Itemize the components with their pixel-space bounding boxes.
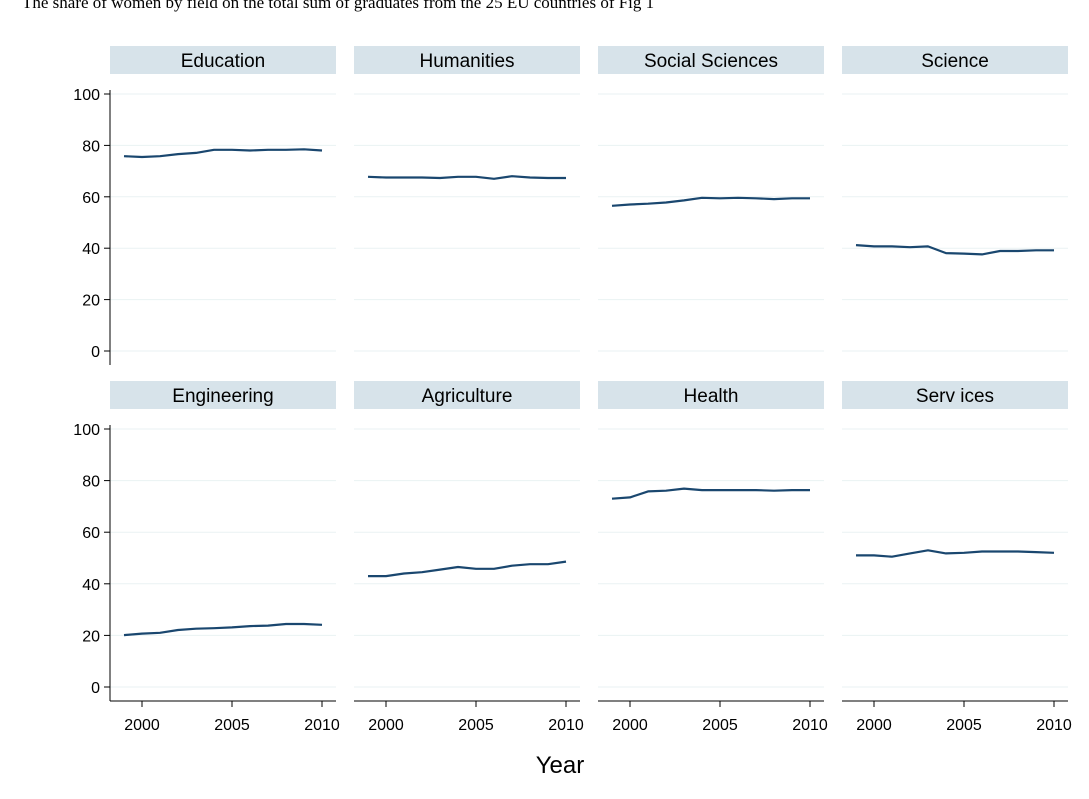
y-tick-label: 0 <box>91 344 100 361</box>
series-line-1 <box>123 148 323 159</box>
panel-title: Serv ices <box>916 386 994 407</box>
panel-strip-8 <box>842 381 1068 409</box>
x-tick-label: 2010 <box>1036 717 1072 734</box>
x-tick-label: 2005 <box>458 717 494 734</box>
x-tick-label: 2005 <box>702 717 738 734</box>
y-tick-label: 40 <box>82 241 100 258</box>
x-tick-label: 2005 <box>946 717 982 734</box>
series-line-6 <box>368 560 567 578</box>
panel-title: Education <box>181 51 266 72</box>
x-tick-label: 2000 <box>124 717 160 734</box>
y-tick-label: 40 <box>82 577 100 594</box>
y-tick-label: 80 <box>82 138 100 155</box>
figure-caption: The share of women by field on the total… <box>22 0 655 12</box>
x-tick-label: 2000 <box>612 717 648 734</box>
panel-strip-6 <box>354 381 580 409</box>
panel-title: Engineering <box>172 386 273 407</box>
y-tick-label: 0 <box>91 680 100 697</box>
panel-strip-5 <box>110 381 336 409</box>
panel-title: Agriculture <box>422 386 513 407</box>
series-line-7 <box>611 487 810 500</box>
series-line-8 <box>856 549 1055 558</box>
x-axis-title: Year <box>536 752 585 779</box>
series-line-2 <box>367 175 566 180</box>
panel-title: Humanities <box>419 51 514 72</box>
x-tick-label: 2005 <box>214 717 250 734</box>
y-tick-label: 60 <box>82 190 100 207</box>
y-tick-label: 60 <box>82 525 100 542</box>
x-tick-label: 2000 <box>856 717 892 734</box>
panel-strip-7 <box>598 381 824 409</box>
x-tick-label: 2010 <box>304 717 340 734</box>
series-line-3 <box>611 196 810 207</box>
x-tick-label: 2010 <box>548 717 584 734</box>
y-tick-label: 100 <box>73 422 100 439</box>
series-line-4 <box>855 244 1054 256</box>
y-tick-label: 100 <box>73 87 100 104</box>
y-tick-label: 80 <box>82 474 100 491</box>
panel-title: Health <box>684 386 739 407</box>
panel-strip-1 <box>110 46 336 74</box>
y-tick-label: 20 <box>82 628 100 645</box>
x-tick-label: 2010 <box>792 717 828 734</box>
panel-title: Social Sciences <box>644 51 778 72</box>
panel-title: Science <box>921 51 989 72</box>
panel-strip-2 <box>354 46 580 74</box>
y-tick-label: 20 <box>82 293 100 310</box>
panel-strip-4 <box>842 46 1068 74</box>
panel-strip-3 <box>598 46 824 74</box>
series-line-5 <box>123 622 323 637</box>
x-tick-label: 2000 <box>368 717 404 734</box>
